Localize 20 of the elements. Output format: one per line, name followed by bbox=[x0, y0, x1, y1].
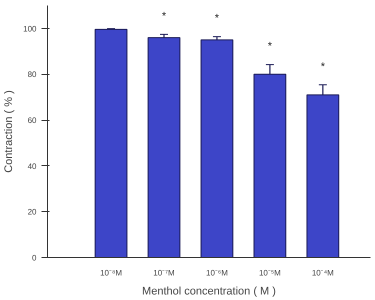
data-label: * bbox=[268, 40, 273, 53]
data-label: * bbox=[162, 10, 167, 22]
bar bbox=[148, 37, 180, 258]
bar bbox=[200, 39, 234, 258]
bar bbox=[94, 28, 128, 258]
y-tick-label: 100 bbox=[23, 24, 38, 34]
x-tick-label: 10⁻⁵M bbox=[258, 268, 282, 278]
y-tick-label: 80 bbox=[28, 70, 38, 80]
y-tick-label: 40 bbox=[28, 162, 38, 171]
y-axis-title: Contraction ( % ) bbox=[3, 90, 16, 173]
x-tick-label: 10⁻⁷M bbox=[153, 268, 176, 278]
x-tick-label: 10⁻⁸M bbox=[100, 268, 122, 278]
x-axis-title: Menthol concentration ( M ) bbox=[142, 286, 276, 298]
y-tick-label: 20 bbox=[28, 208, 38, 217]
y-tick-label: 0 bbox=[32, 254, 38, 262]
x-tick-label: 10⁻⁶M bbox=[206, 268, 228, 278]
y-tick-label: 60 bbox=[28, 116, 38, 126]
data-label: * bbox=[320, 60, 326, 73]
data-label: * bbox=[214, 12, 220, 25]
x-tick-label: 10⁻⁴M bbox=[312, 268, 334, 278]
